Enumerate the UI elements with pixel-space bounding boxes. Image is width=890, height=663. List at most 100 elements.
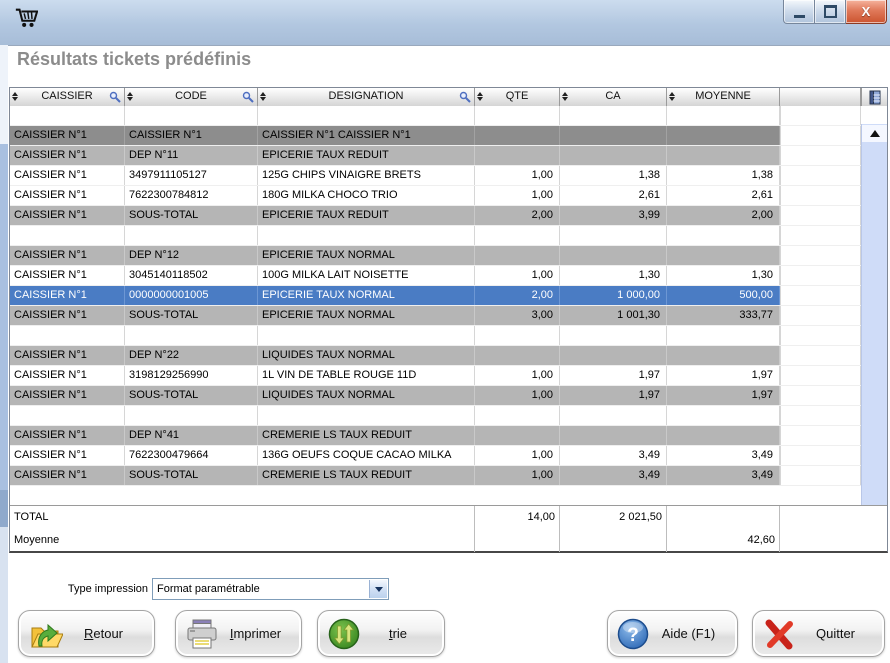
sort-arrows-icon[interactable]	[477, 92, 483, 101]
dropdown-arrow-icon	[374, 586, 383, 592]
cell-moyenne	[667, 146, 780, 165]
magnifier-icon[interactable]	[459, 91, 471, 103]
sync-arrows-icon	[326, 616, 362, 652]
table-row[interactable]: CAISSIER N°1 SOUS-TOTAL CREMERIE LS TAUX R…	[10, 466, 861, 486]
table-row[interactable]: CAISSIER N°1 7622300479664 136G OEUFS COQU…	[10, 446, 861, 466]
cell-moyenne: 3,49	[667, 446, 780, 465]
sort-arrows-icon[interactable]	[127, 92, 133, 101]
grid-corner-cell[interactable]	[861, 88, 887, 106]
cell-designation: 1L VIN DE TABLE ROUGE 11D	[258, 366, 475, 385]
quitter-button[interactable]: Quitter	[752, 610, 885, 657]
cell-caissier	[10, 326, 125, 345]
scroll-up-button[interactable]	[862, 125, 887, 142]
cell-designation: EPICERIE TAUX NORMAL	[258, 286, 475, 305]
maximize-icon	[823, 5, 837, 18]
table-row[interactable]: CAISSIER N°1 SOUS-TOTAL LIQUIDES TAUX NORM…	[10, 386, 861, 406]
minimize-button[interactable]	[783, 0, 815, 24]
table-row[interactable]: CAISSIER N°1 3198129256990 1L VIN DE TABLE…	[10, 366, 861, 386]
sort-arrows-icon[interactable]	[562, 92, 568, 101]
cell-caissier: CAISSIER N°1	[10, 186, 125, 205]
magnifier-icon[interactable]	[242, 91, 254, 103]
print-type-select[interactable]: Format paramétrable	[152, 578, 389, 600]
table-row[interactable]: CAISSIER N°1 DEP N°22 LIQUIDES TAUX NORMAL	[10, 346, 861, 366]
vertical-scrollbar[interactable]	[861, 124, 887, 506]
column-header-moyenne[interactable]: MOYENNE	[667, 88, 780, 106]
cell-moyenne	[667, 406, 780, 425]
cell-designation: EPICERIE TAUX REDUIT	[258, 206, 475, 225]
cell-filler	[780, 166, 861, 185]
cell-caissier: CAISSIER N°1	[10, 246, 125, 265]
cell-code: 0000000001005	[125, 286, 258, 305]
total-row: TOTAL 14,00 2 021,50	[10, 506, 887, 529]
table-row[interactable]	[10, 406, 861, 426]
cell-moyenne: 3,49	[667, 466, 780, 485]
sort-arrows-icon[interactable]	[12, 92, 18, 101]
cell-moyenne	[667, 326, 780, 345]
cell-qte	[475, 426, 560, 445]
close-button[interactable]: X	[846, 0, 887, 24]
footer-filler	[780, 506, 887, 529]
sort-arrows-icon[interactable]	[260, 92, 266, 101]
column-header-qte[interactable]: QTE	[475, 88, 560, 106]
aide-button[interactable]: ? Aide (F1)	[607, 610, 738, 657]
cell-code: DEP N°22	[125, 346, 258, 365]
cell-caissier: CAISSIER N°1	[10, 286, 125, 305]
magnifier-icon[interactable]	[109, 91, 121, 103]
cell-qte: 1,00	[475, 466, 560, 485]
table-row[interactable]: CAISSIER N°1 3497911105127 125G CHIPS VINA…	[10, 166, 861, 186]
cell-filler	[780, 286, 861, 305]
cell-filler	[780, 306, 861, 325]
column-label: QTE	[505, 90, 529, 102]
cell-caissier	[10, 406, 125, 425]
cell-qte	[475, 106, 560, 125]
cell-ca: 1,97	[560, 366, 667, 385]
cell-qte: 1,00	[475, 266, 560, 285]
table-row[interactable]	[10, 226, 861, 246]
cell-ca	[560, 406, 667, 425]
cell-code: DEP N°11	[125, 146, 258, 165]
cell-qte	[475, 326, 560, 345]
total-ca: 2 021,50	[560, 506, 667, 529]
column-header-code[interactable]: CODE	[125, 88, 258, 106]
maximize-button[interactable]	[815, 0, 846, 24]
table-row[interactable]: CAISSIER N°1 0000000001005 EPICERIE TAUX N…	[10, 286, 861, 306]
grid-footer: TOTAL 14,00 2 021,50 Moyenne 42,60	[10, 505, 887, 552]
imprimer-button[interactable]: Imprimer	[175, 610, 302, 657]
window-controls: X	[783, 0, 887, 24]
cell-code: 3497911105127	[125, 166, 258, 185]
cell-caissier	[10, 106, 125, 125]
table-row[interactable]: CAISSIER N°1 SOUS-TOTAL EPICERIE TAUX NORM…	[10, 306, 861, 326]
column-header-designation[interactable]: DESIGNATION	[258, 88, 475, 106]
retour-button[interactable]: Retour	[18, 610, 155, 657]
table-row[interactable]: CAISSIER N°1 3045140118502 100G MILKA LAIT…	[10, 266, 861, 286]
column-header-ca[interactable]: CA	[560, 88, 667, 106]
help-question-icon: ?	[616, 617, 650, 651]
table-row[interactable]	[10, 326, 861, 346]
cell-designation: EPICERIE TAUX NORMAL	[258, 306, 475, 325]
table-row[interactable]: CAISSIER N°1 7622300784812 180G MILKA CHOC…	[10, 186, 861, 206]
column-header-caissier[interactable]: CAISSIER	[10, 88, 125, 106]
aide-label: Aide (F1)	[661, 626, 716, 641]
table-row[interactable]	[10, 106, 861, 126]
column-label: CA	[605, 90, 621, 102]
table-row[interactable]: CAISSIER N°1 DEP N°12 EPICERIE TAUX NORMAL	[10, 246, 861, 266]
table-row[interactable]: CAISSIER N°1 CAISSIER N°1 CAISSIER N°1 CAI…	[10, 126, 861, 146]
table-row[interactable]: CAISSIER N°1 DEP N°41 CREMERIE LS TAUX RED…	[10, 426, 861, 446]
cell-qte	[475, 246, 560, 265]
sort-arrows-icon[interactable]	[669, 92, 675, 101]
cell-designation: CREMERIE LS TAUX REDUIT	[258, 466, 475, 485]
cell-qte: 3,00	[475, 306, 560, 325]
cell-qte	[475, 126, 560, 145]
dropdown-arrow-button[interactable]	[369, 580, 387, 598]
cell-moyenne: 2,61	[667, 186, 780, 205]
cell-filler	[780, 446, 861, 465]
column-label: DESIGNATION	[328, 90, 404, 102]
table-row[interactable]: CAISSIER N°1 SOUS-TOTAL EPICERIE TAUX REDU…	[10, 206, 861, 226]
cell-caissier: CAISSIER N°1	[10, 126, 125, 145]
table-row[interactable]: CAISSIER N°1 DEP N°11 EPICERIE TAUX REDUIT	[10, 146, 861, 166]
cell-qte: 1,00	[475, 446, 560, 465]
cell-ca	[560, 246, 667, 265]
trie-button[interactable]: trie	[317, 610, 445, 657]
cell-caissier: CAISSIER N°1	[10, 386, 125, 405]
cell-code: 3045140118502	[125, 266, 258, 285]
